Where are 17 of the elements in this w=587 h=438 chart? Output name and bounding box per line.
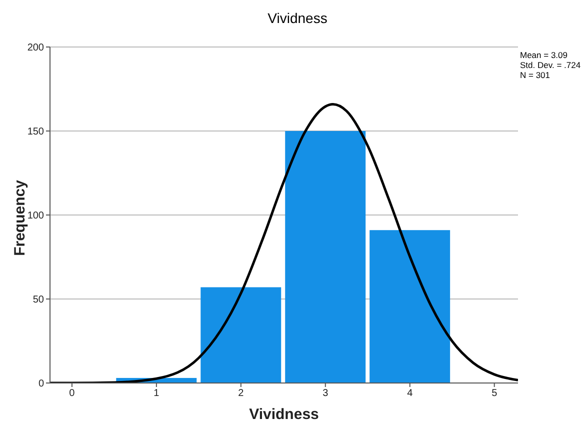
- y-tick-label: 200: [27, 42, 44, 54]
- y-tick-label: 100: [27, 210, 44, 222]
- x-tick-label: 3: [322, 388, 329, 400]
- y-axis-title: Frequency: [12, 180, 28, 256]
- x-tick-label: 2: [238, 388, 244, 400]
- x-tick-label: 5: [492, 388, 498, 400]
- text: Std. Dev. = .724: [520, 60, 581, 70]
- x-axis-title: Vividness: [249, 406, 319, 423]
- chart-title: Vividness: [266, 10, 328, 26]
- y-tick-label: 0: [38, 378, 44, 390]
- text: N = 301: [520, 70, 552, 80]
- y-tick-label: 150: [27, 126, 44, 138]
- y-tick-label: 50: [32, 294, 44, 306]
- x-tick-label: 1: [154, 388, 160, 400]
- text: Mean = 3.09: [520, 50, 568, 60]
- x-tick-label: 0: [69, 388, 76, 400]
- x-tick-label: 4: [407, 388, 414, 400]
